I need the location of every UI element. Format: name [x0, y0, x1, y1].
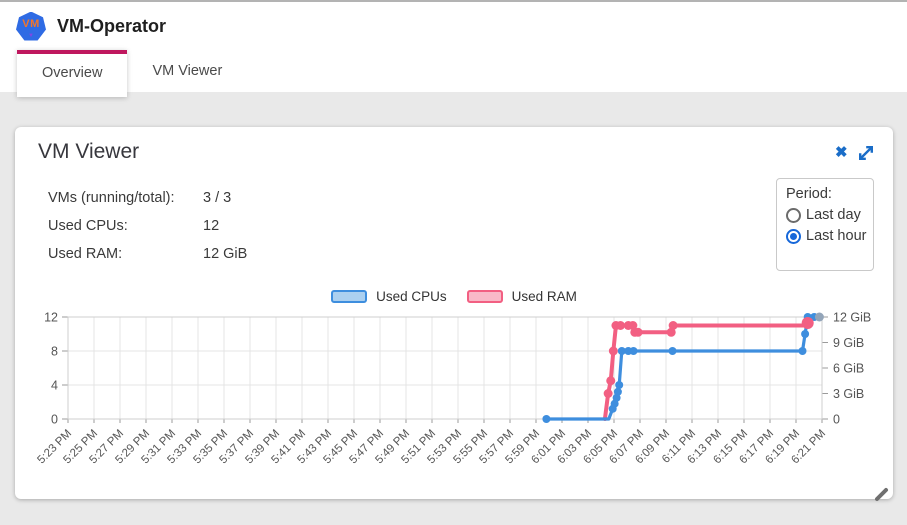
used-ram-marker — [606, 376, 616, 386]
vm-viewer-card: VM Viewer ✖ VMs (running/total): 3 / 3 U… — [15, 127, 893, 501]
radio-last-hour[interactable]: Last hour — [786, 228, 867, 244]
used-ram-marker — [668, 321, 678, 330]
used-cpus-end-marker — [814, 312, 824, 322]
page-background: VM Viewer ✖ VMs (running/total): 3 / 3 U… — [0, 92, 907, 525]
used-cpus-line — [544, 315, 822, 421]
stat-ram-value: 12 GiB — [203, 246, 248, 262]
used-ram-marker — [608, 346, 618, 356]
used-cpus-swatch — [331, 290, 368, 303]
used-ram-marker — [633, 327, 643, 337]
radio-last-day[interactable]: Last day — [786, 207, 864, 223]
used-ram-swatch — [466, 290, 503, 303]
y-left-tick-label: 8 — [51, 345, 58, 359]
window-top-edge — [0, 0, 907, 2]
period-label: Period: — [786, 186, 832, 202]
y-right-tick-label: 12 GiB — [833, 311, 871, 325]
y-right-tick-label: 9 GiB — [833, 336, 864, 350]
used-cpus-marker — [615, 381, 624, 389]
resize-handle-icon[interactable] — [871, 484, 891, 504]
tab-vm-viewer[interactable]: VM Viewer — [127, 50, 247, 92]
expand-icon[interactable] — [857, 144, 875, 162]
stat-ram-label: Used RAM: — [48, 246, 123, 262]
chart-legend: Used CPUs Used RAM — [15, 289, 893, 304]
y-left-tick-label: 0 — [51, 413, 58, 427]
used-cpus-marker — [629, 347, 638, 355]
legend-item-used-ram[interactable]: Used RAM — [466, 289, 577, 304]
y-right-tick-label: 6 GiB — [833, 362, 864, 376]
used-cpus-marker — [612, 393, 621, 402]
vm-stats: VMs (running/total): 3 / 3 Used CPUs: 12… — [48, 189, 247, 263]
app-title: VM-Operator — [57, 15, 167, 36]
tab-overview[interactable]: Overview — [17, 50, 128, 97]
close-icon[interactable]: ✖ — [835, 144, 848, 161]
y-right-tick-label: 0 — [833, 413, 840, 427]
used-ram-legend-label: Used RAM — [511, 289, 577, 304]
usage-chart: 5:23 PM5:25 PM5:27 PM5:29 PM5:31 PM5:33 … — [35, 311, 871, 467]
legend-item-used-cpus[interactable]: Used CPUs — [331, 289, 447, 304]
used-cpus-marker — [668, 347, 677, 355]
used-cpus-marker — [613, 387, 622, 396]
radio-last-hour-dot[interactable] — [786, 228, 801, 244]
radio-last-hour-label: Last hour — [806, 228, 867, 244]
radio-last-day-label: Last day — [806, 207, 861, 223]
used-ram-marker — [666, 327, 676, 337]
used-ram-marker — [628, 321, 638, 330]
stat-cpus-label: Used CPUs: — [48, 218, 128, 234]
y-left-tick-label: 12 — [44, 311, 58, 325]
card-title: VM Viewer — [38, 140, 140, 163]
used-cpus-marker — [617, 347, 626, 355]
period-box: Period: Last day Last hour — [776, 178, 874, 271]
used-ram-marker — [603, 389, 613, 398]
stat-cpus-value: 12 — [203, 218, 220, 234]
app-header: VM ▼ VM-Operator — [0, 2, 907, 50]
kubevirt-logo-icon: VM ▼ — [16, 11, 46, 41]
used-cpus-legend-label: Used CPUs — [376, 289, 447, 304]
radio-last-day-dot[interactable] — [786, 207, 801, 223]
logo-vm-text: VM — [22, 18, 40, 30]
used-ram-end-marker — [801, 316, 814, 329]
y-right-tick-label: 3 GiB — [833, 387, 864, 401]
used-ram-marker — [616, 321, 625, 330]
plot-border — [67, 316, 823, 420]
stat-vms-value: 3 / 3 — [203, 190, 232, 206]
tab-bar: Overview VM Viewer — [0, 50, 907, 97]
y-left-tick-label: 4 — [51, 379, 58, 393]
logo-accent-icon: ▼ — [28, 32, 34, 39]
used-cpus-marker — [801, 330, 810, 338]
used-cpus-marker — [542, 415, 551, 423]
used-cpus-marker — [798, 347, 807, 355]
tab-overview-label: Overview — [42, 65, 103, 81]
used-ram-line — [602, 320, 810, 421]
stat-vms-label: VMs (running/total): — [48, 190, 175, 206]
tab-vm-viewer-label: VM Viewer — [152, 63, 223, 79]
